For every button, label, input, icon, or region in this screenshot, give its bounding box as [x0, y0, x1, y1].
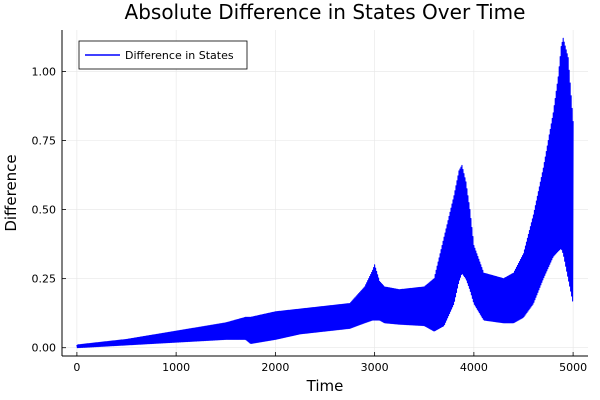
y-tick-label: 0.50	[32, 204, 57, 217]
y-tick-label: 0.00	[32, 342, 57, 355]
legend-box	[78, 40, 248, 70]
legend-label: Difference in States	[125, 49, 234, 62]
y-axis-label: Difference	[2, 154, 20, 231]
y-tick-label: 0.75	[32, 135, 57, 148]
y-tick-label: 1.00	[32, 65, 57, 78]
legend: Difference in States	[78, 40, 248, 70]
series-line-difference-in-states	[76, 37, 574, 349]
x-tick-label: 4000	[460, 361, 488, 374]
axes	[61, 30, 588, 357]
x-tick-label: 3000	[361, 361, 389, 374]
x-tick-label: 5000	[559, 361, 587, 374]
plot-area	[76, 37, 574, 349]
x-axis-label: Time	[306, 377, 344, 395]
x-tick-label: 0	[73, 361, 80, 374]
y-tick-label: 0.25	[32, 273, 57, 286]
chart-title: Absolute Difference in States Over Time	[125, 0, 526, 24]
tick-labels: 0 1000 2000 3000 4000 5000 0.00 0.25 0.50 0.75 1.0…	[32, 65, 588, 374]
x-tick-label: 2000	[261, 361, 289, 374]
x-tick-label: 1000	[162, 361, 190, 374]
